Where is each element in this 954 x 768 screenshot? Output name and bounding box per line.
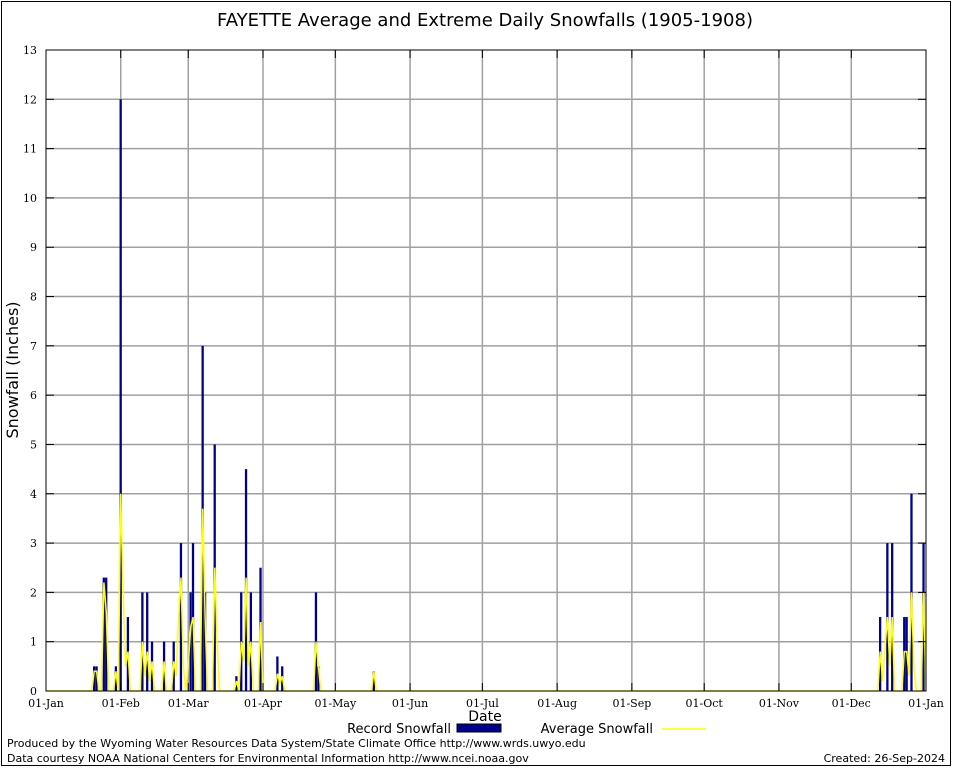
- x-axis-label: Date: [468, 709, 501, 725]
- chart-title: FAYETTE Average and Extreme Daily Snowfa…: [217, 10, 753, 31]
- x-tick-label: 01-Mar: [168, 697, 210, 710]
- y-tick-label: 10: [23, 192, 37, 205]
- y-tick-label: 8: [30, 291, 37, 304]
- record-bar: [102, 577, 105, 691]
- y-axis-label: Snowfall (Inches): [3, 301, 22, 438]
- created-date: Created: 26-Sep-2024: [823, 752, 945, 765]
- record-bar: [93, 666, 96, 691]
- record-bar: [105, 577, 108, 691]
- y-tick-label: 9: [30, 241, 37, 254]
- average-snowfall-line: [46, 493, 927, 692]
- y-tick-label: 5: [30, 438, 37, 451]
- record-bar: [114, 666, 118, 691]
- credit-noaa: Data courtesy NOAA National Centers for …: [7, 752, 529, 765]
- y-tick-label: 2: [30, 586, 37, 599]
- record-bar: [317, 666, 320, 691]
- record-bar: [179, 543, 183, 691]
- legend-record-swatch: [456, 723, 502, 733]
- grid-lines: [46, 50, 926, 691]
- record-bar: [146, 592, 149, 691]
- x-tick-label: 01-May: [314, 697, 357, 710]
- x-tick-label: 01-Dec: [832, 697, 871, 710]
- record-bar: [95, 666, 98, 691]
- record-bar: [189, 592, 192, 691]
- plot-border: [45, 49, 927, 692]
- legend-average-label: Average Snowfall: [541, 722, 653, 737]
- x-tick-label: 01-Aug: [537, 697, 577, 710]
- average-line: [46, 493, 927, 692]
- y-tick-label: 13: [23, 44, 37, 57]
- record-bar: [372, 671, 375, 691]
- y-tick-label: 0: [30, 685, 37, 698]
- x-tick-label: 01-Feb: [102, 697, 140, 710]
- x-tick-label: 01-Jun: [392, 697, 428, 710]
- x-tick-label: 01-Sep: [612, 697, 651, 710]
- x-tick-label: 01-Jul: [466, 697, 499, 710]
- x-axis-ticks: 01-Jan 01-Feb 01-Mar 01-Apr 01-May 01-Jun 01-J…: [28, 50, 944, 710]
- x-tick-label: 01-Jan: [908, 697, 944, 710]
- y-tick-label: 11: [23, 143, 37, 156]
- y-tick-label: 3: [30, 537, 37, 550]
- y-tick-label: 6: [30, 389, 37, 402]
- y-tick-label: 12: [23, 93, 37, 106]
- x-tick-label: 01-Oct: [686, 697, 724, 710]
- credit-wrds: Produced by the Wyoming Water Resources …: [7, 737, 586, 750]
- y-tick-label: 1: [30, 636, 37, 649]
- record-bar: [203, 592, 207, 691]
- legend: Record Snowfall Average Snowfall: [347, 722, 706, 737]
- y-tick-label: 4: [30, 488, 37, 501]
- record-bar: [119, 99, 122, 692]
- legend-record-label: Record Snowfall: [347, 722, 451, 737]
- x-tick-label: 01-Nov: [759, 697, 800, 710]
- x-tick-label: 01-Jan: [28, 697, 64, 710]
- x-tick-label: 01-Apr: [244, 697, 283, 710]
- y-tick-label: 7: [30, 340, 37, 353]
